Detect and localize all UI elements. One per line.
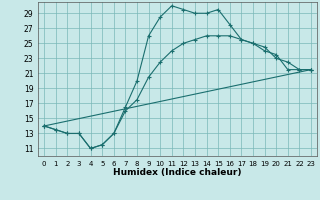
X-axis label: Humidex (Indice chaleur): Humidex (Indice chaleur): [113, 168, 242, 177]
